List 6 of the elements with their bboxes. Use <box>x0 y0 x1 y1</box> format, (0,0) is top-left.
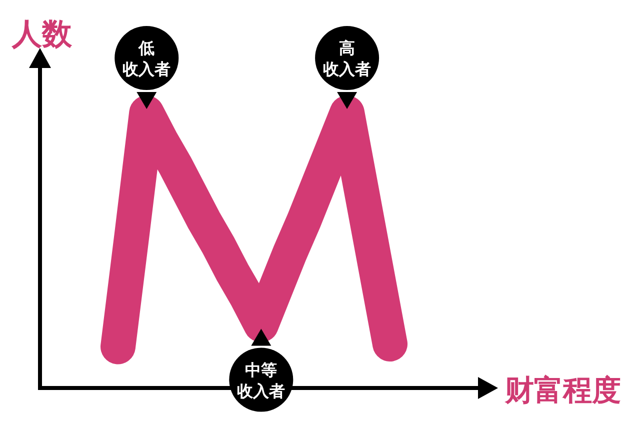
xlabel: 财富程度 <box>505 373 621 407</box>
annotation: 低收入者 <box>114 26 179 109</box>
ylabel: 人数 <box>12 17 72 52</box>
annotation: 高收入者 <box>315 26 380 109</box>
annotation: 中等收入者 <box>229 328 294 412</box>
annotation: 中等收入者 <box>237 360 286 400</box>
